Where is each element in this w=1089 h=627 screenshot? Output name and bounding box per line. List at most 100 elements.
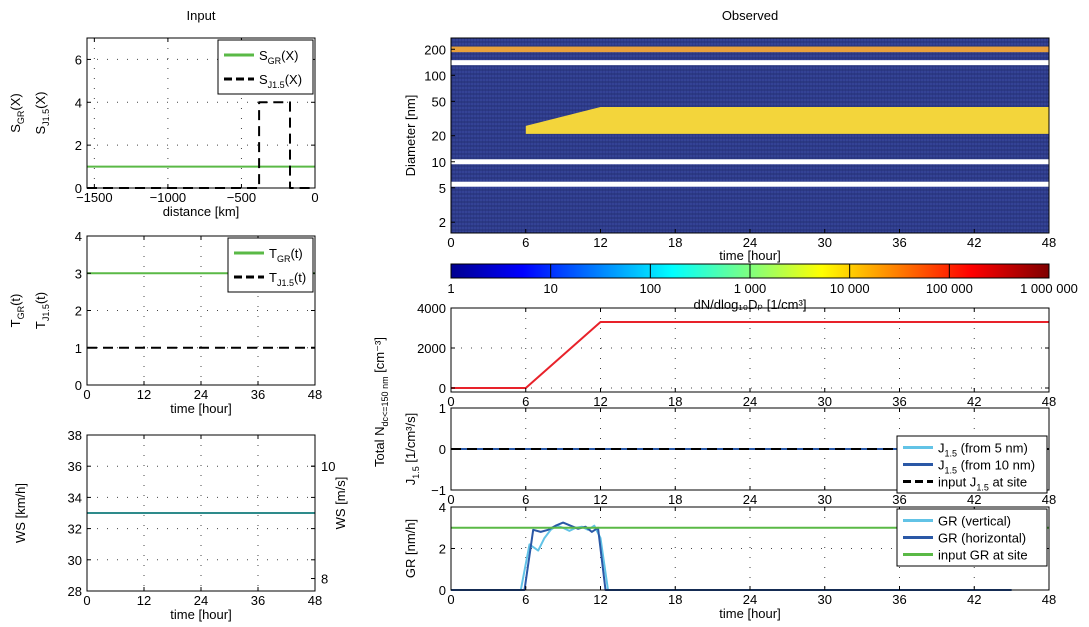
x-tick-label: 0 — [83, 593, 90, 608]
x-tick-label: 48 — [1042, 492, 1056, 507]
x-tick-label: 12 — [137, 387, 151, 402]
colorbar-tick-label: 100 — [639, 281, 661, 296]
x-axis-label: time [hour] — [170, 607, 231, 622]
subplot-title: Input — [187, 8, 216, 23]
legend-entry: TJ1.5(t) — [269, 270, 306, 288]
y-tick-label: 2 — [439, 542, 446, 557]
y-axis-label: WS [km/h] — [13, 483, 28, 543]
x-tick-label: 30 — [818, 394, 832, 409]
y-tick-label: 6 — [75, 52, 82, 67]
y-tick-label: 2 — [75, 138, 82, 153]
y-tick-label: 4 — [75, 229, 82, 244]
y-axis-label: TGR(t) — [8, 294, 26, 328]
y-tick-label: 4 — [439, 500, 446, 515]
y-axis-label: Diameter [nm] — [403, 95, 418, 177]
x-tick-label: 42 — [967, 235, 981, 250]
x-tick-label: 6 — [522, 394, 529, 409]
y-axis-label: SGR(X) — [8, 93, 26, 133]
y-tick-label: 0 — [439, 442, 446, 457]
y-axis-label: GR [nm/h] — [403, 519, 418, 578]
x-tick-label: 6 — [522, 492, 529, 507]
heatmap-white-band — [451, 159, 1049, 165]
x-tick-label: −1000 — [150, 190, 187, 205]
colorbar-tick-label: 100 000 — [926, 281, 973, 296]
colorbar-tick-label: 10 000 — [830, 281, 870, 296]
series-line — [87, 101, 315, 189]
y-tick-label: 4000 — [417, 301, 446, 316]
y-tick-label: 3 — [75, 266, 82, 281]
y-tick-label: 0 — [75, 378, 82, 393]
legend-box — [217, 39, 314, 95]
y-tick-label: 4 — [75, 95, 82, 110]
y-tick-label: 50 — [432, 94, 446, 109]
x-tick-label: 0 — [83, 387, 90, 402]
x-tick-label: 36 — [892, 492, 906, 507]
series-line — [451, 524, 1012, 591]
y-tick-label: 200 — [424, 42, 446, 57]
series-line — [451, 321, 1049, 389]
colorbar-tick-label: 1 000 — [734, 281, 767, 296]
y2-tick-label: 8 — [321, 572, 328, 587]
legend-entry: J1.5 (from 10 nm) — [938, 458, 1035, 476]
x-tick-label: 6 — [522, 592, 529, 607]
x-axis-label: time [hour] — [170, 401, 231, 416]
y-tick-label: 2 — [75, 304, 82, 319]
x-tick-label: 18 — [668, 235, 682, 250]
y-tick-label: 1 — [75, 341, 82, 356]
x-tick-label: 24 — [194, 593, 208, 608]
x-tick-label: 30 — [818, 235, 832, 250]
legend-entry: SJ1.5(X) — [259, 72, 302, 90]
heatmap-white-band — [451, 60, 1049, 66]
y-axis-label: Total Ndc<=150 nm [cm⁻³] — [372, 337, 390, 467]
y-axis-label: J1.5 [1/cm³/s] — [403, 413, 421, 485]
x-tick-label: 36 — [892, 592, 906, 607]
y-axis-label: TJ1.5(t) — [33, 292, 51, 329]
x-tick-label: 18 — [668, 592, 682, 607]
y-tick-label: −1 — [431, 483, 446, 498]
x-tick-label: 24 — [743, 394, 757, 409]
legend-entry: TGR(t) — [269, 246, 303, 264]
legend-entry: input J1.5 at site — [938, 475, 1027, 493]
x-tick-label: 36 — [892, 394, 906, 409]
x-tick-label: 36 — [251, 593, 265, 608]
x-tick-label: 48 — [308, 593, 322, 608]
x-axis-label: distance [km] — [163, 204, 240, 219]
x-tick-label: 30 — [818, 592, 832, 607]
heatmap-orange-band — [451, 46, 1049, 53]
x-axis-label: time [hour] — [719, 606, 780, 621]
legend-entry: GR (vertical) — [938, 514, 1011, 529]
x-tick-label: −1500 — [76, 190, 113, 205]
x-tick-label: 30 — [818, 492, 832, 507]
y-tick-label: 28 — [68, 584, 82, 599]
y-tick-label: 2 — [439, 215, 446, 230]
x-tick-label: 24 — [743, 235, 757, 250]
x-tick-label: 48 — [1042, 592, 1056, 607]
x-tick-label: 48 — [1042, 394, 1056, 409]
y-tick-label: 0 — [439, 381, 446, 396]
x-tick-label: 12 — [137, 593, 151, 608]
axes-frame — [450, 307, 1050, 393]
x-tick-label: −500 — [227, 190, 256, 205]
x-tick-label: 12 — [593, 235, 607, 250]
legend-entry: GR (horizontal) — [938, 531, 1026, 546]
y-axis-label: SJ1.5(X) — [33, 91, 51, 134]
x-tick-label: 24 — [194, 387, 208, 402]
colorbar-tick-label: 1 — [447, 281, 454, 296]
y-tick-label: 1 — [439, 401, 446, 416]
x-tick-label: 12 — [593, 492, 607, 507]
heatmap-growth-region — [525, 107, 1049, 134]
y2-tick-label: 10 — [321, 459, 335, 474]
legend-box — [227, 237, 314, 293]
x-tick-label: 36 — [251, 387, 265, 402]
y-tick-label: 100 — [424, 68, 446, 83]
colorbar-tick-label: 10 — [543, 281, 557, 296]
y-tick-label: 10 — [432, 155, 446, 170]
y-tick-label: 34 — [68, 490, 82, 505]
x-tick-label: 18 — [668, 492, 682, 507]
axes-frame — [86, 37, 316, 189]
y-tick-label: 2000 — [417, 341, 446, 356]
x-tick-label: 48 — [308, 387, 322, 402]
x-axis-label: time [hour] — [719, 248, 780, 263]
x-tick-label: 36 — [892, 235, 906, 250]
